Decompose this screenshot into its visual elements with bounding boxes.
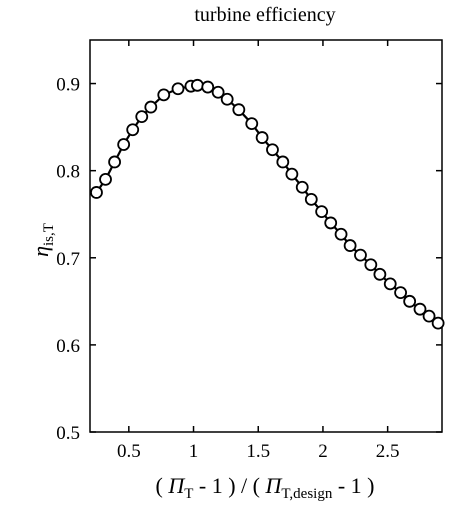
y-tick-label: 0.5 xyxy=(56,423,80,444)
data-point xyxy=(201,80,215,94)
y-tick-label: 0.7 xyxy=(56,249,80,270)
data-point xyxy=(315,205,329,219)
data-point xyxy=(334,227,348,241)
data-point xyxy=(364,258,378,272)
data-point xyxy=(245,117,259,131)
series-markers xyxy=(90,78,445,330)
data-point xyxy=(117,138,131,151)
data-point xyxy=(422,309,436,323)
data-point xyxy=(403,294,417,308)
data-point xyxy=(232,103,246,117)
data-point xyxy=(394,286,407,300)
plot-frame xyxy=(89,39,443,433)
data-point xyxy=(135,110,149,124)
data-point xyxy=(295,180,309,194)
data-point xyxy=(191,78,204,92)
data-point xyxy=(413,302,427,316)
data-point xyxy=(383,277,397,291)
y-tick-label: 0.9 xyxy=(56,75,80,96)
x-tick-label: 1.5 xyxy=(246,441,270,462)
chart-title: turbine efficiency xyxy=(194,4,335,26)
data-point xyxy=(354,248,367,262)
y-tick-label: 0.6 xyxy=(56,336,80,357)
y-tick-label: 0.8 xyxy=(56,162,80,183)
axis-ticks xyxy=(90,40,442,433)
x-tick-label: 1 xyxy=(189,441,199,462)
data-point xyxy=(171,82,185,96)
data-point xyxy=(343,239,357,252)
data-point xyxy=(90,186,103,199)
data-point xyxy=(157,88,171,102)
data-point xyxy=(211,85,225,99)
data-point xyxy=(431,316,445,330)
x-axis-label: ( ΠT - 1 ) / ( ΠT,design - 1 ) xyxy=(156,473,375,502)
data-point xyxy=(285,167,299,181)
data-point xyxy=(266,143,279,157)
y-axis-label: ηis,T xyxy=(28,223,57,257)
data-point xyxy=(373,267,387,281)
data-point xyxy=(255,131,269,144)
tick-labels: 0.5 1 1.5 2 2.5 0.5 0.6 0.7 0.8 0.9 xyxy=(56,75,399,462)
data-point xyxy=(220,92,234,106)
data-point xyxy=(144,100,158,114)
data-point xyxy=(108,155,121,169)
data-point xyxy=(126,123,140,137)
data-point xyxy=(304,193,318,206)
x-tick-label: 0.5 xyxy=(117,441,141,462)
data-point xyxy=(99,172,112,186)
x-tick-label: 2.5 xyxy=(376,441,400,462)
data-point xyxy=(324,216,338,230)
x-tick-label: 2 xyxy=(318,441,328,462)
data-point xyxy=(276,155,290,169)
